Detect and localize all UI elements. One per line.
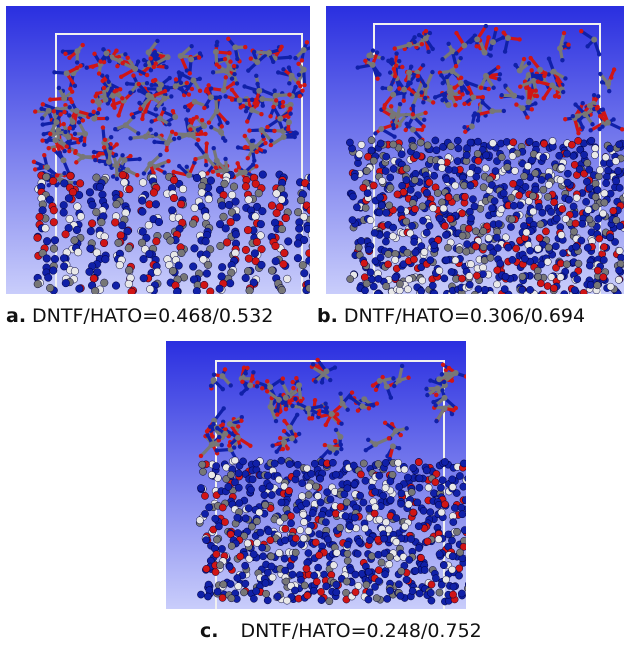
panel-a-letter: a. [6,305,27,327]
panel-b-label: DNTF/HATO=0.306/0.694 [343,305,586,327]
panel-a-label: DNTF/HATO=0.468/0.532 [32,305,274,327]
panel-c-caption: c. DNTF/HATO=0.248/0.752 [200,620,482,642]
panel-a-molecular-render [6,6,310,294]
panel-a-caption: a. DNTF/HATO=0.468/0.532 [6,305,273,327]
panel-b-caption: b. DNTF/HATO=0.306/0.694 [317,305,585,327]
panel-b-molecular-render [326,6,624,294]
panel-c-label: DNTF/HATO=0.248/0.752 [240,620,482,642]
panel-c-molecular-render [166,341,466,609]
panel-a-image [6,6,310,294]
panel-b-letter: b. [317,305,338,327]
panel-b-image [326,6,624,294]
panel-c-image [166,341,466,609]
panel-c-letter: c. [200,620,219,642]
